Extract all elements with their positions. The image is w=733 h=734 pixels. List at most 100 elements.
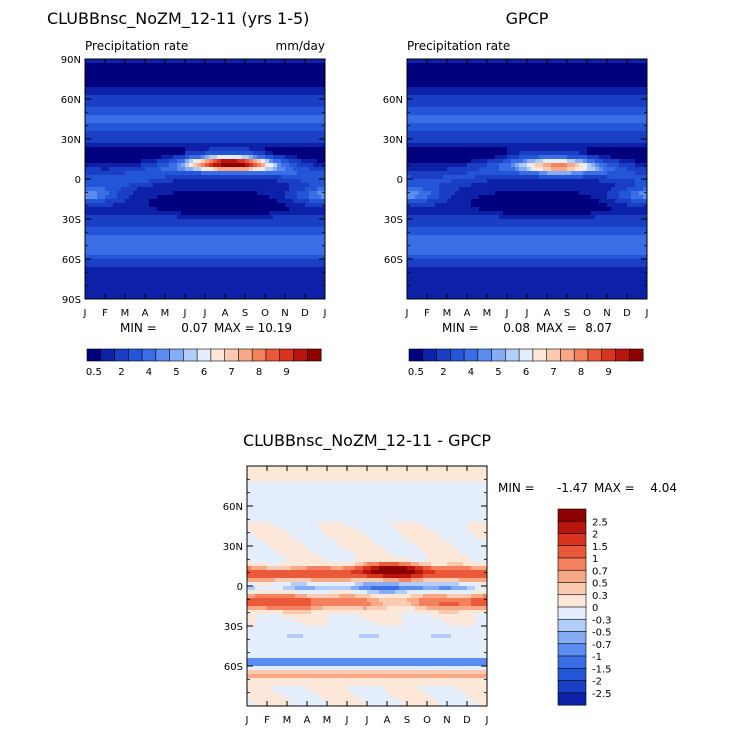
panel-model-cell: [165, 231, 170, 236]
panel-model-cell: [165, 139, 170, 144]
panel-model-cell: [173, 147, 178, 152]
panel-model-cell: [113, 215, 118, 220]
panel-model-cell: [261, 271, 266, 276]
panel-model-cell: [201, 267, 206, 272]
panel-model-cell: [125, 103, 130, 108]
panel-obs-cell: [503, 99, 508, 104]
panel-model-cell: [217, 115, 222, 120]
panel-model-cell: [281, 275, 286, 280]
panel-model-cell: [157, 211, 162, 216]
panel-model-cell: [109, 279, 114, 284]
panel-model-cell: [177, 247, 182, 252]
panel-model-cell: [189, 175, 194, 180]
panel-model-cell: [301, 155, 306, 160]
panel-model-cell: [89, 135, 94, 140]
panel-model-cell: [193, 227, 198, 232]
panel-model-cell: [93, 187, 98, 192]
panel-model-cell: [109, 275, 114, 280]
panel-model-cell: [173, 251, 178, 256]
panel-model-cell: [313, 203, 318, 208]
panel-model-cell: [85, 83, 90, 88]
panel-model-cell: [161, 231, 166, 236]
panel-model-cell: [193, 75, 198, 80]
panel-model-cell: [257, 91, 262, 96]
panel-obs-cell: [459, 123, 464, 128]
panel-model-x-tick-label: A: [222, 308, 229, 319]
panel-obs-cell: [487, 111, 492, 116]
panel-model-cell: [165, 131, 170, 136]
panel-model-cell: [313, 243, 318, 248]
panel-model-cell: [129, 219, 134, 224]
panel-model-cell: [117, 107, 122, 112]
panel-model-cell: [181, 235, 186, 240]
panel-model-cell: [197, 175, 202, 180]
panel-model-cell: [105, 227, 110, 232]
panel-model-cell: [181, 183, 186, 188]
panel-model-cell: [229, 199, 234, 204]
panel-model-cell: [141, 143, 146, 148]
panel-model-cell: [113, 95, 118, 100]
panel-model-cell: [261, 67, 266, 72]
panel-obs-cell: [503, 87, 508, 92]
panel-model-cell: [281, 75, 286, 80]
panel-model-cell: [261, 107, 266, 112]
panel-model-cell: [321, 147, 325, 152]
panel-model-cell: [317, 59, 322, 64]
panel-model-cell: [293, 183, 298, 188]
panel-obs-cell: [491, 83, 496, 88]
panel-model-cell: [169, 71, 174, 76]
panel-model-cell: [313, 111, 318, 116]
panel-model-cell: [217, 91, 222, 96]
panel-obs-cell: [471, 91, 476, 96]
panel-model-cell: [249, 215, 254, 220]
panel-model-cell: [105, 127, 110, 132]
panel-obs-cell: [407, 143, 412, 148]
panel-model-cell: [297, 235, 302, 240]
panel-model-cell: [241, 111, 246, 116]
panel-obs-cell: [587, 115, 592, 120]
panel-model-cell: [289, 63, 294, 68]
panel-model-cell: [321, 127, 325, 132]
panel-model-cell: [137, 119, 142, 124]
panel-model-cell: [117, 91, 122, 96]
panel-model-cell: [301, 171, 306, 176]
panel-obs-cell: [467, 59, 472, 64]
panel-model-cell: [177, 135, 182, 140]
panel-model-cell: [161, 263, 166, 268]
panel-obs-cell: [551, 127, 556, 132]
panel-model-cell: [165, 163, 170, 168]
panel-model-cell: [197, 107, 202, 112]
panel-obs-cell: [431, 59, 436, 64]
panel-obs-cell: [551, 59, 556, 64]
panel-model-cell: [189, 95, 194, 100]
panel-obs-cell: [459, 115, 464, 120]
panel-model-cell: [285, 203, 290, 208]
panel-obs-cell: [435, 103, 440, 108]
panel-model-cell: [113, 247, 118, 252]
panel-model-cell: [93, 291, 98, 296]
panel-model-cell: [161, 115, 166, 120]
panel-model-cell: [209, 287, 214, 292]
panel-model-cell: [129, 79, 134, 84]
panel-obs-cell: [555, 79, 560, 84]
panel-model-cell: [309, 227, 314, 232]
panel-model-cell: [125, 235, 130, 240]
panel-obs-cell: [503, 71, 508, 76]
panel-obs-cell: [587, 107, 592, 112]
panel-model-cell: [281, 287, 286, 292]
panel-obs-cell: [643, 115, 647, 120]
panel-model-cell: [185, 99, 190, 104]
panel-model-cell: [321, 131, 325, 136]
panel-model-cell: [309, 247, 314, 252]
panel-obs-cell: [555, 95, 560, 100]
panel-model-cell: [129, 103, 134, 108]
panel-obs-cell: [539, 103, 544, 108]
panel-obs-cell: [639, 83, 644, 88]
panel-model-cell: [169, 135, 174, 140]
panel-obs-cell: [571, 127, 576, 132]
panel-model-cell: [257, 191, 262, 196]
panel-model-cell: [173, 159, 178, 164]
panel-model-cell: [153, 223, 158, 228]
panel-model-cell: [281, 159, 286, 164]
panel-obs-cell: [447, 87, 452, 92]
